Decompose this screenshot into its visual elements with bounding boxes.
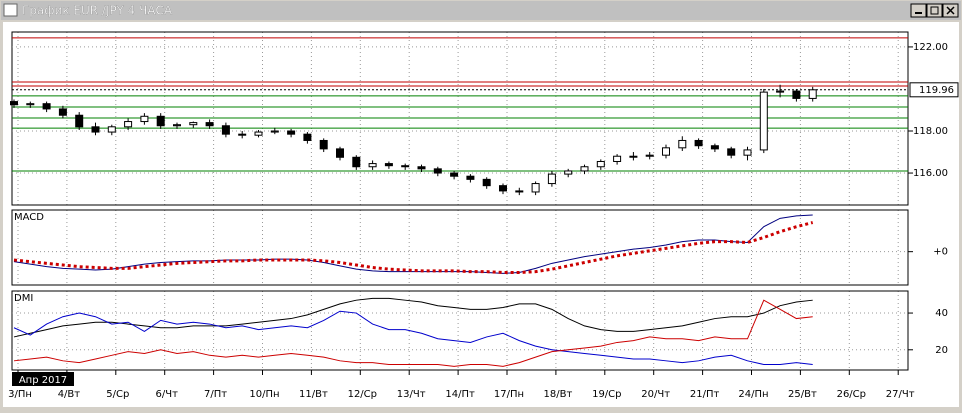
- x-tick-label: 18/Вт: [544, 389, 573, 400]
- candle-body: [254, 131, 263, 136]
- candle-body: [221, 125, 230, 135]
- candle-body: [140, 115, 149, 123]
- candle-body: [710, 145, 719, 150]
- candle-body: [238, 133, 247, 136]
- y-tick-label: 20: [935, 345, 948, 356]
- y-tick-label: 118.00: [913, 126, 948, 137]
- x-tick-label: 17/Пн: [494, 389, 524, 400]
- window-buttons[interactable]: [910, 3, 959, 18]
- period-badge: [12, 372, 74, 386]
- candle-body: [75, 114, 84, 128]
- window-title: График EUR /JPY 4 ЧАСА: [22, 4, 173, 18]
- x-tick-label: 20/Чт: [641, 389, 670, 400]
- candle-body: [515, 190, 524, 193]
- panel-title: MACD: [14, 212, 44, 223]
- candle-body: [368, 163, 377, 168]
- x-tick-label: 26/Ср: [837, 389, 866, 400]
- x-tick-label: 7/Пт: [204, 389, 227, 400]
- candle-body: [808, 89, 817, 99]
- x-tick-label: 10/Пн: [249, 389, 279, 400]
- panel-frame: [11, 290, 909, 371]
- panel-frame: [11, 31, 909, 206]
- x-tick-label: 27/Чт: [886, 389, 915, 400]
- candle-body: [270, 130, 279, 133]
- candle-body: [10, 101, 18, 106]
- candle-body: [287, 130, 296, 135]
- maximize-button[interactable]: [926, 3, 943, 18]
- candle-body: [776, 90, 785, 93]
- candle-body: [613, 155, 622, 162]
- maximize-glyph: [930, 6, 939, 15]
- y-tick-label: 122.00: [913, 42, 948, 53]
- indicator-line: [13, 299, 813, 367]
- panel-title: DMI: [14, 293, 33, 304]
- candle-body: [694, 139, 703, 147]
- x-tick-label: 5/Ср: [106, 389, 129, 400]
- x-tick-label: 24/Пн: [738, 389, 768, 400]
- candle-body: [417, 166, 426, 170]
- panel-frame: [11, 209, 909, 286]
- x-tick-label: 11/Вт: [299, 389, 328, 400]
- candle-body: [759, 91, 768, 151]
- candle-body: [645, 154, 654, 157]
- candle-body: [205, 122, 214, 127]
- candle-body: [433, 168, 442, 174]
- candle-body: [450, 172, 459, 177]
- period-label: Апр 2017: [19, 375, 67, 386]
- candle-body: [596, 160, 605, 168]
- candle-body: [727, 148, 736, 156]
- candle-body: [662, 147, 670, 156]
- candle-body: [384, 163, 393, 167]
- last-price-badge: [909, 82, 959, 98]
- x-tick-label: 3/Пн: [8, 389, 32, 400]
- candle-body: [564, 170, 573, 175]
- candle-body: [678, 139, 687, 149]
- indicator-line: [13, 297, 813, 338]
- x-tick-label: 21/Пт: [690, 389, 720, 400]
- y-tick-label: +0: [933, 247, 948, 258]
- indicator-line: [13, 310, 813, 365]
- x-tick-label: 6/Чт: [155, 389, 178, 400]
- candle-body: [743, 149, 752, 156]
- candle-body: [499, 185, 507, 192]
- candle-body: [482, 178, 491, 187]
- x-tick-label: 25/Вт: [788, 389, 817, 400]
- candle-body: [189, 122, 198, 126]
- window-icon: [3, 3, 18, 17]
- candle-body: [401, 165, 410, 168]
- chart-area: [3, 22, 959, 407]
- candle-body: [303, 133, 312, 141]
- minimize-button[interactable]: [910, 3, 927, 18]
- candle-body: [319, 139, 328, 150]
- candle-body: [91, 126, 100, 133]
- title-bar: [1, 1, 961, 20]
- candle-body: [42, 103, 51, 110]
- indicator-line: [13, 214, 813, 274]
- indicator-line: [13, 221, 814, 274]
- x-tick-label: 12/Ср: [348, 389, 377, 400]
- candle-body: [547, 173, 556, 185]
- candle-body: [580, 166, 589, 172]
- candle-body: [352, 156, 361, 168]
- x-tick-label: 4/Вт: [58, 389, 81, 400]
- candle-body: [792, 90, 801, 99]
- candle-body: [124, 121, 133, 128]
- y-tick-label: 40: [935, 308, 948, 319]
- candle-body: [336, 148, 344, 158]
- candle-body: [466, 175, 475, 180]
- candle-body: [173, 124, 181, 127]
- candle-body: [156, 115, 165, 127]
- x-tick-label: 14/Пт: [445, 389, 475, 400]
- candle-body: [26, 103, 35, 106]
- x-tick-label: 13/Чт: [397, 389, 426, 400]
- close-glyph: [946, 6, 955, 15]
- y-tick-label: 116.00: [913, 168, 948, 179]
- last-price-label: 119.96: [919, 85, 954, 96]
- candle-body: [531, 183, 540, 193]
- candle-body: [58, 108, 67, 116]
- x-tick-label: 19/Ср: [592, 389, 621, 400]
- candle-body: [107, 126, 116, 133]
- candle-body: [629, 155, 638, 158]
